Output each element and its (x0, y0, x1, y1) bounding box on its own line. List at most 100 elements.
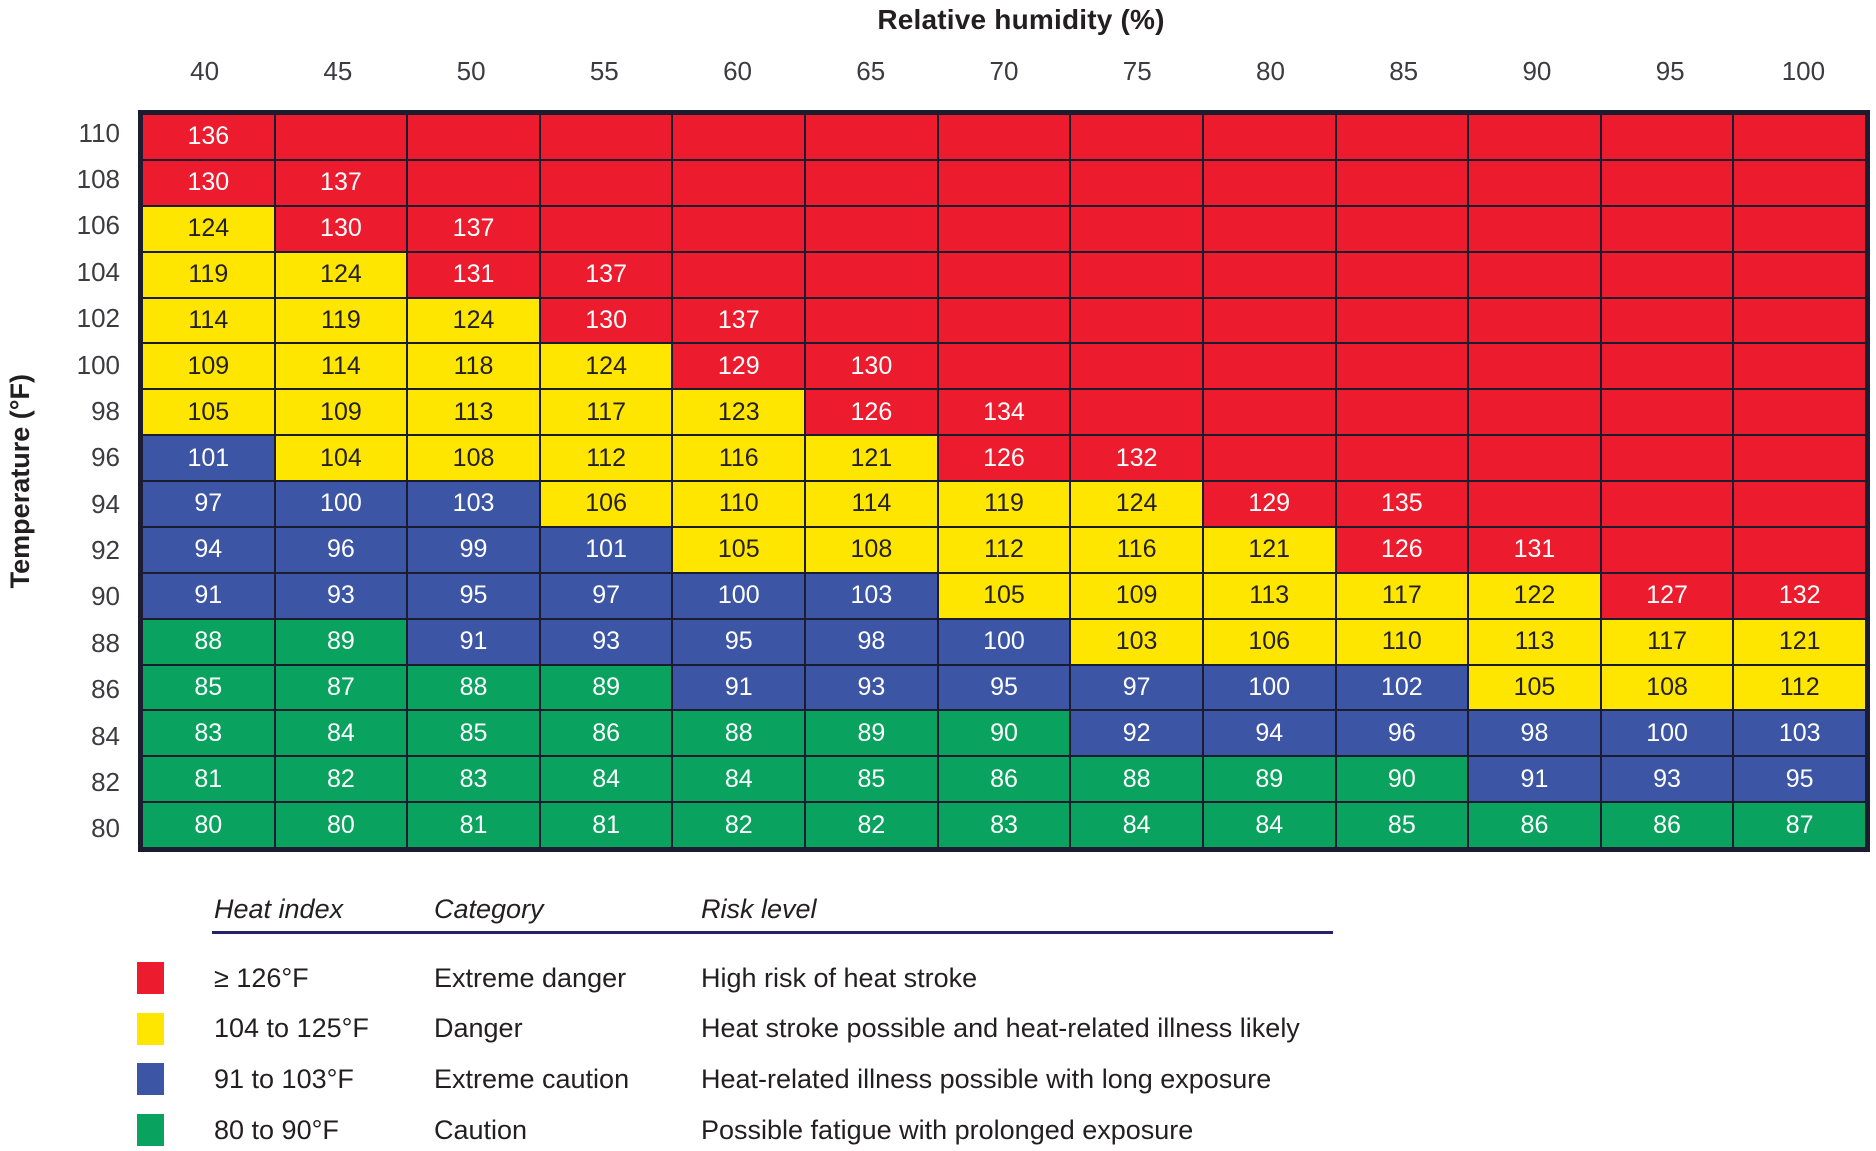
heat-cell-88-100: 121 (1733, 618, 1866, 665)
heat-cell-92-100 (1733, 526, 1866, 573)
heat-cell-96-40: 101 (142, 435, 275, 481)
temperature-tick-label: 92 (91, 535, 120, 566)
heat-cell-90-75: 109 (1070, 572, 1203, 619)
heat-cell-110-65 (805, 114, 938, 160)
heat-cell-90-60: 100 (672, 572, 806, 619)
heat-cell-92-70: 112 (937, 526, 1071, 573)
heat-cell-82-90: 91 (1468, 756, 1601, 803)
heat-cell-80-65: 82 (805, 802, 938, 848)
heat-cell-86-100: 112 (1733, 664, 1866, 711)
heat-cell-92-50: 99 (407, 526, 540, 573)
heat-cell-100-95 (1600, 343, 1734, 390)
humidity-tick-label: 90 (1522, 56, 1552, 86)
heat-cell-88-40: 88 (142, 618, 275, 665)
heat-cell-96-80 (1202, 435, 1336, 481)
heat-cell-94-75: 124 (1070, 481, 1203, 527)
heat-cell-90-85: 117 (1335, 572, 1469, 619)
heat-cell-88-95: 117 (1600, 618, 1734, 665)
heat-cell-82-95: 93 (1600, 756, 1734, 803)
temperature-tick-label: 98 (91, 395, 120, 426)
heat-cell-86-75: 97 (1070, 664, 1203, 711)
heat-cell-94-85: 135 (1335, 481, 1469, 527)
heat-cell-86-65: 93 (805, 664, 938, 711)
heat-cell-98-50: 113 (407, 389, 540, 436)
heat-cell-90-70: 105 (937, 572, 1071, 619)
heat-cell-106-100 (1733, 205, 1866, 252)
heat-cell-92-85: 126 (1335, 526, 1469, 573)
heat-cell-82-50: 83 (407, 756, 540, 803)
legend-category-label: Extreme caution (434, 1063, 630, 1094)
heat-cell-90-50: 95 (407, 572, 540, 619)
heat-cell-86-50: 88 (407, 664, 540, 711)
legend-item-green: 80 to 90°F Caution Possible fatigue with p… (0, 1112, 1876, 1148)
heat-cell-106-55 (539, 205, 673, 252)
heat-cell-98-65: 126 (805, 389, 938, 436)
green-swatch-icon (137, 1114, 164, 1147)
heat-cell-86-55: 89 (539, 664, 673, 711)
humidity-tick-label: 95 (1655, 56, 1685, 86)
heat-cell-96-90 (1468, 435, 1601, 481)
heat-cell-106-95 (1600, 205, 1734, 252)
yellow-swatch-icon (137, 1012, 164, 1045)
humidity-tick-label: 60 (723, 56, 752, 86)
heat-cell-96-85 (1335, 435, 1469, 481)
heat-cell-106-60 (672, 205, 806, 252)
heat-cell-100-70 (937, 343, 1071, 390)
heat-cell-82-55: 84 (539, 756, 673, 803)
heat-cell-106-75 (1070, 205, 1203, 252)
humidity-tick-label: 80 (1255, 56, 1285, 86)
heat-cell-110-95 (1600, 114, 1734, 160)
heat-cell-100-80 (1202, 343, 1336, 390)
heat-cell-90-80: 113 (1202, 572, 1336, 619)
temperature-tick-label: 80 (91, 813, 120, 844)
legend-risk-level-text: Heat-related illness possible with long … (701, 1063, 1272, 1094)
heat-cell-80-60: 82 (672, 802, 806, 848)
temperature-tick-label: 110 (78, 117, 120, 148)
heat-cell-86-60: 91 (672, 664, 806, 711)
heat-cell-88-85: 110 (1335, 618, 1469, 665)
heat-cell-82-80: 89 (1202, 756, 1336, 803)
legend-heat-index-range: 80 to 90°F (214, 1114, 339, 1145)
heat-cell-82-70: 86 (937, 756, 1071, 803)
heat-cell-110-70 (937, 114, 1071, 160)
heat-cell-94-55: 106 (539, 481, 673, 527)
heat-cell-80-85: 85 (1335, 802, 1469, 848)
humidity-tick-label: 100 (1781, 56, 1826, 86)
heat-cell-84-55: 86 (539, 710, 673, 757)
heat-cell-92-55: 101 (539, 526, 673, 573)
heat-cell-84-90: 98 (1468, 710, 1601, 757)
heat-cell-104-55: 137 (539, 251, 673, 298)
heat-cell-108-55 (539, 159, 673, 206)
heat-cell-80-55: 81 (539, 802, 673, 848)
heat-cell-102-50: 124 (407, 297, 540, 344)
legend-header-heat-index: Heat index (214, 894, 344, 924)
heat-cell-108-100 (1733, 159, 1866, 206)
heat-cell-84-85: 96 (1335, 710, 1469, 757)
legend-category-label: Danger (434, 1013, 523, 1044)
heat-cell-104-75 (1070, 251, 1203, 298)
heat-cell-98-45: 109 (274, 389, 408, 436)
heat-cell-94-45: 100 (274, 481, 408, 527)
heat-cell-92-90: 131 (1468, 526, 1601, 573)
heat-cell-80-40: 80 (142, 802, 275, 848)
heat-cell-96-60: 116 (672, 435, 806, 481)
heat-cell-100-65: 130 (805, 343, 938, 390)
heat-cell-90-100: 132 (1733, 572, 1866, 619)
heat-cell-102-70 (937, 297, 1071, 344)
humidity-tick-label: 70 (989, 56, 1019, 86)
heat-cell-88-80: 106 (1202, 618, 1336, 665)
heat-cell-96-65: 121 (805, 435, 938, 481)
heat-cell-88-75: 103 (1070, 618, 1203, 665)
heat-cell-102-40: 114 (142, 297, 275, 344)
heat-cell-100-45: 114 (274, 343, 408, 390)
heat-cell-98-70: 134 (937, 389, 1071, 436)
legend-item-yellow: 104 to 125°F Danger Heat stroke possible a… (0, 1011, 1876, 1047)
heat-cell-102-80 (1202, 297, 1336, 344)
heat-cell-102-90 (1468, 297, 1601, 344)
heat-cell-96-95 (1600, 435, 1734, 481)
heat-cell-80-90: 86 (1468, 802, 1601, 848)
heat-cell-98-75 (1070, 389, 1203, 436)
temperature-tick-label: 100 (76, 349, 120, 380)
heat-cell-84-70: 90 (937, 710, 1071, 757)
heat-cell-88-60: 95 (672, 618, 806, 665)
